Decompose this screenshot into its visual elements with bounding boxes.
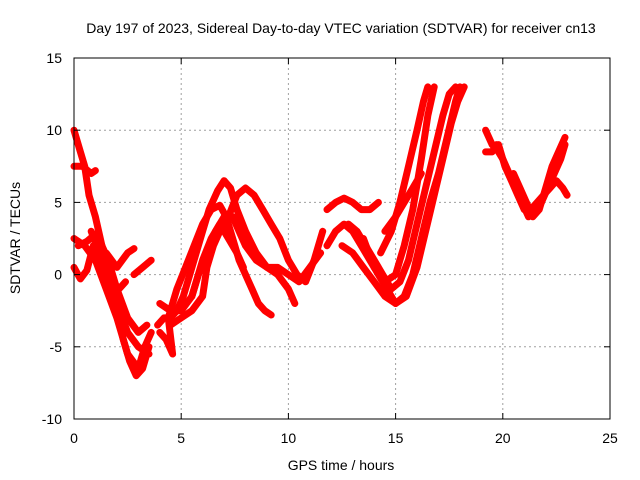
data-series-arc23 bbox=[495, 141, 571, 214]
data-series-arc13 bbox=[188, 220, 247, 300]
x-tick-label: 20 bbox=[495, 430, 511, 446]
y-tick-label: 0 bbox=[54, 267, 62, 283]
data-series-arc2 bbox=[70, 162, 99, 177]
y-tick-label: -10 bbox=[42, 411, 62, 427]
data-series-arc16 bbox=[338, 83, 468, 307]
data-series-arc18 bbox=[359, 83, 438, 286]
plot-frame bbox=[73, 57, 611, 420]
y-axis-label: SDTVAR / TECUs bbox=[7, 182, 23, 294]
chart-title: Day 197 of 2023, Sidereal Day-to-day VTE… bbox=[86, 20, 596, 36]
x-axis-label: GPS time / hours bbox=[288, 457, 395, 473]
data-series-arc12 bbox=[167, 184, 327, 329]
data-series-arc20 bbox=[381, 170, 425, 235]
y-tick-label: 10 bbox=[46, 122, 62, 138]
x-tick-label: 15 bbox=[388, 430, 404, 446]
data-series-arc7 bbox=[102, 245, 138, 271]
y-tick-label: 15 bbox=[46, 50, 62, 66]
data-series-arc24 bbox=[510, 133, 569, 221]
x-tick-label: 10 bbox=[281, 430, 297, 446]
x-tick-label: 5 bbox=[177, 430, 185, 446]
x-tick-label: 0 bbox=[70, 430, 78, 446]
data-series-arc19 bbox=[377, 83, 432, 257]
grid-layer bbox=[74, 58, 610, 419]
data-series-arc8 bbox=[130, 256, 155, 279]
data-series-arc3 bbox=[70, 235, 155, 372]
x-tick-label: 25 bbox=[602, 430, 618, 446]
data-series-arc6 bbox=[87, 227, 129, 293]
y-tick-label: 5 bbox=[54, 194, 62, 210]
series-layer bbox=[70, 83, 571, 380]
ticks-layer: 0 5 10 15 20 25 -10 -5 0 5 10 15 bbox=[42, 50, 618, 446]
data-series-arc15 bbox=[323, 194, 382, 214]
data-series-arc22 bbox=[482, 141, 500, 156]
y-tick-label: -5 bbox=[50, 339, 63, 355]
